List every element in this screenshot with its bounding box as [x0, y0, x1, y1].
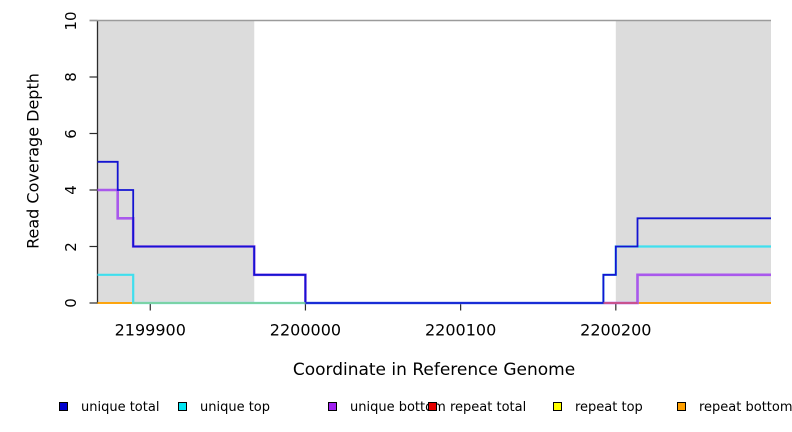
unique-total-legend-swatch-icon — [59, 402, 68, 411]
x-tick-label-1: 2200000 — [269, 320, 342, 340]
x-tick-label-3: 2200200 — [580, 320, 652, 340]
y-tick-label-2: 4 — [62, 185, 80, 195]
repeat-bottom-legend-swatch-icon — [677, 402, 686, 411]
legend-label: repeat total — [450, 400, 527, 415]
unique-top-legend-swatch-icon — [178, 402, 187, 411]
legend-label: unique bottom — [350, 400, 446, 415]
y-tick-label-3: 6 — [62, 128, 80, 139]
x-tick-label-2: 2200100 — [424, 320, 497, 340]
legend-label: unique total — [81, 400, 160, 415]
y-tick-label-5: 10 — [62, 10, 80, 31]
x-tick-label-0: 2199900 — [114, 320, 186, 340]
x-axis-title: Coordinate in Reference Genome — [292, 360, 576, 380]
unique-total-line — [97, 160, 771, 304]
repeat-total-legend-swatch-icon — [428, 402, 437, 411]
unique-bottom-legend-swatch-icon — [328, 402, 337, 411]
y-axis-title: Read Coverage Depth — [23, 73, 43, 249]
legend-label: unique top — [200, 400, 271, 415]
shaded-region-0 — [97, 20, 255, 303]
y-tick-label-4: 8 — [62, 72, 80, 82]
y-tick-label-0: 0 — [62, 298, 80, 308]
legend-label: repeat bottom — [699, 400, 792, 415]
y-tick-label-1: 2 — [62, 241, 80, 252]
shaded-region-1 — [615, 20, 771, 303]
repeat-top-legend-swatch-icon — [553, 402, 562, 411]
legend-label: repeat top — [575, 400, 643, 415]
